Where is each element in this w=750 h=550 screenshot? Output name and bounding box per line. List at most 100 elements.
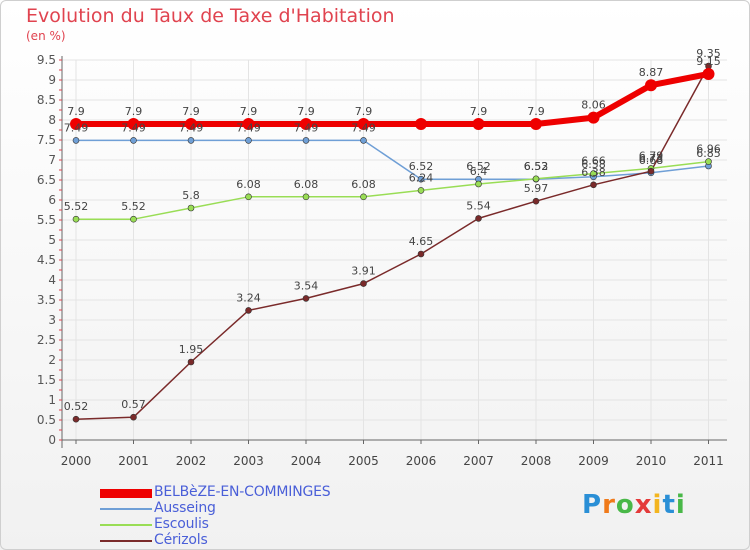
x-tick-label: 2009 (578, 454, 609, 468)
y-tick-label: 0.5 (37, 413, 56, 427)
y-tick-label: 7 (48, 153, 56, 167)
data-point (647, 167, 655, 175)
data-label: 6.08 (351, 178, 376, 191)
data-label: 6.53 (524, 160, 549, 173)
data-point (242, 118, 255, 130)
data-label: 1.95 (179, 343, 204, 356)
data-point (72, 415, 80, 423)
data-label: 8.06 (581, 99, 606, 112)
legend-label: Cérizols (154, 532, 208, 548)
legend-swatch (100, 508, 152, 510)
data-point (472, 118, 485, 130)
data-label: 6.08 (294, 178, 319, 191)
chart-title: Evolution du Taux de Taxe d'Habitation (26, 5, 395, 27)
legend-label: BELBèZE-EN-COMMINGES (154, 484, 331, 500)
data-label: 0.57 (121, 398, 146, 411)
data-label: 9.35 (696, 47, 721, 60)
x-tick-label: 2004 (291, 454, 322, 468)
data-point (300, 118, 312, 130)
legend-swatch (100, 488, 152, 498)
legend-label: Ausseing (154, 500, 216, 516)
y-tick-label: 4.5 (37, 253, 56, 267)
legend-item: Ausseing (100, 500, 460, 517)
data-label: 7.49 (294, 121, 319, 134)
y-tick-label: 4 (48, 273, 56, 287)
data-label: 6.52 (466, 160, 491, 173)
x-tick-label: 2001 (118, 454, 149, 468)
data-label: 5.8 (182, 189, 200, 202)
brand-logo: Proxiti (582, 490, 686, 520)
data-label: 7.49 (121, 121, 146, 134)
data-label: 6.52 (409, 160, 434, 173)
data-label: 3.54 (294, 279, 319, 292)
data-point (130, 413, 137, 421)
data-point (72, 137, 80, 144)
data-point (475, 180, 482, 188)
data-label: 7.9 (67, 105, 85, 118)
x-tick-label: 2002 (176, 454, 207, 468)
data-label: 7.49 (179, 121, 204, 134)
data-label: 7.9 (182, 105, 200, 118)
data-point (302, 295, 310, 302)
data-point (590, 181, 597, 189)
series-line-2 (75, 160, 710, 220)
y-tick-label: 2 (48, 353, 56, 367)
data-label: 6.79 (639, 149, 664, 162)
brand-letter: r (602, 490, 616, 520)
data-label: 6.85 (696, 147, 721, 160)
data-point (645, 79, 657, 92)
data-point (357, 118, 370, 130)
data-label: 7.49 (64, 121, 89, 134)
y-tick-label: 6.5 (37, 173, 56, 187)
y-tick-label: 8 (48, 113, 56, 127)
y-tick-label: 7.5 (37, 133, 56, 147)
data-label: 7.9 (125, 105, 143, 118)
data-label: 6.66 (581, 155, 606, 168)
x-tick-label: 2010 (636, 454, 667, 468)
brand-letter: o (615, 490, 635, 520)
y-tick-label: 3.5 (37, 293, 56, 307)
y-tick-label: 9 (48, 73, 56, 87)
data-label: 8.87 (639, 66, 664, 79)
data-label: 7.9 (470, 105, 488, 118)
y-tick-label: 1 (48, 393, 56, 407)
brand-letter: i (652, 490, 663, 520)
data-label: 3.24 (236, 291, 261, 304)
line-chart: 00.511.522.533.544.555.566.577.588.599.5… (37, 47, 727, 468)
y-tick-label: 6 (48, 193, 56, 207)
data-label: 9.15 (696, 55, 721, 68)
data-label: 3.91 (351, 265, 376, 278)
x-tick-label: 2000 (61, 454, 92, 468)
x-tick-label: 2006 (406, 454, 437, 468)
legend-item: Cérizols (100, 532, 460, 549)
data-label: 4.65 (409, 235, 434, 248)
x-tick-label: 2008 (521, 454, 552, 468)
data-point (187, 137, 195, 144)
y-tick-label: 5 (48, 233, 56, 247)
data-point (185, 118, 197, 130)
data-label: 6.96 (696, 143, 721, 156)
data-point (705, 158, 712, 165)
data-point (587, 111, 600, 124)
legend-label: Escoulis (154, 516, 209, 532)
data-label: 6.4 (470, 165, 488, 178)
x-tick-label: 2011 (693, 454, 724, 468)
data-point (532, 197, 540, 205)
data-label: 6.58 (581, 158, 606, 171)
x-tick-label: 2003 (233, 454, 264, 468)
legend-item: Escoulis (100, 516, 460, 533)
data-point (360, 280, 367, 287)
y-unit-label: (en %) (26, 29, 66, 43)
y-tick-label: 9.5 (37, 53, 56, 67)
data-label: 7.9 (240, 105, 258, 118)
data-label: 7.49 (351, 121, 376, 134)
data-point (302, 137, 310, 144)
data-point (360, 193, 367, 201)
data-point (532, 175, 540, 183)
brand-letter: i (675, 490, 686, 520)
series-line-1 (75, 139, 710, 180)
data-label: 7.9 (355, 105, 373, 118)
data-point (530, 118, 542, 130)
data-point (245, 307, 252, 314)
x-tick-label: 2005 (348, 454, 379, 468)
